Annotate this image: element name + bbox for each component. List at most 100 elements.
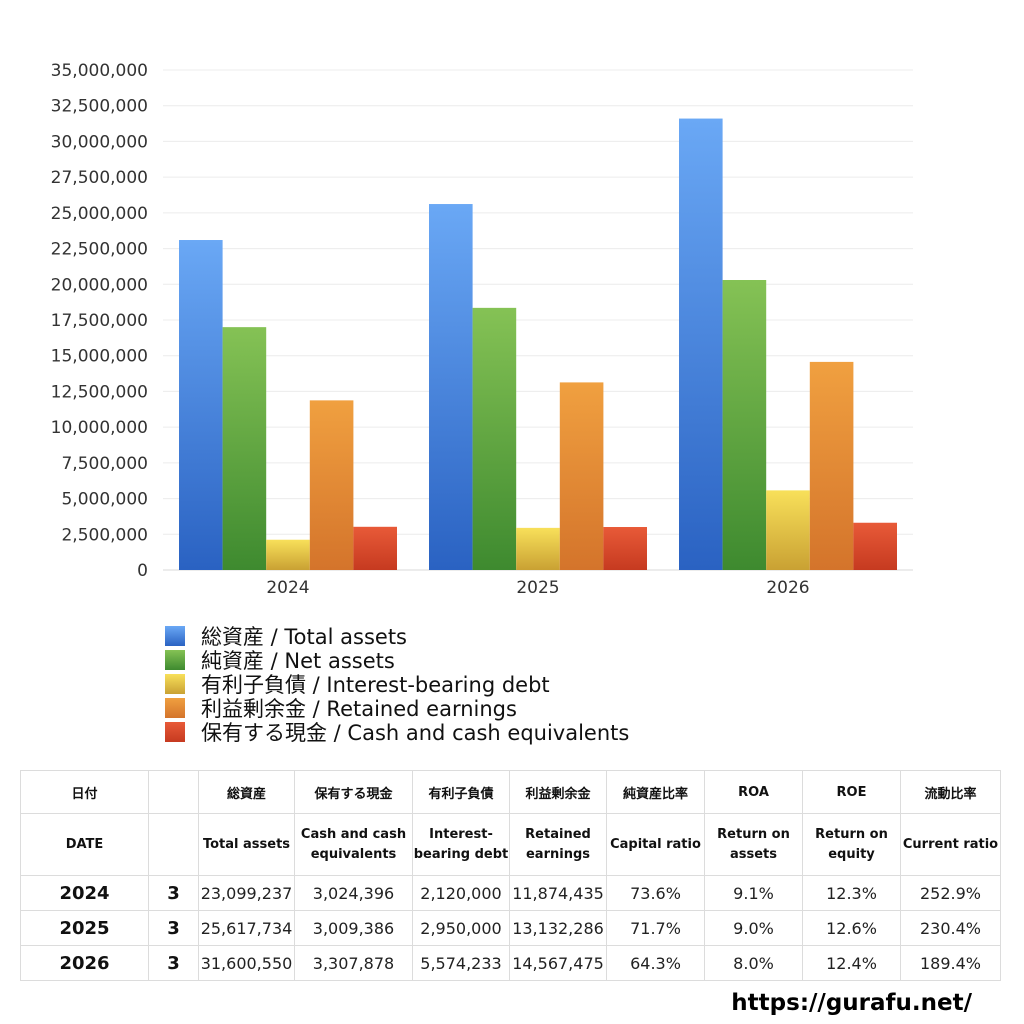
legend-item-cash: 保有する現金 / Cash and cash equivalents: [165, 720, 630, 745]
bar-2024-series-0: [179, 240, 223, 570]
y-tick-label: 17,500,000: [51, 311, 148, 331]
bar-2024-series-1: [222, 327, 267, 570]
cell-date: 2024: [20, 875, 149, 911]
y-tick-label: 20,000,000: [51, 275, 148, 295]
cell-current-ratio: 189.4%: [900, 945, 1001, 981]
chart-legend: 総資産 / Total assets 純資産 / Net assets 有利子負…: [165, 624, 630, 745]
cell-total-assets: 25,617,734: [198, 910, 295, 946]
x-category-label: 2024: [266, 578, 309, 598]
cell-current-ratio: 230.4%: [900, 910, 1001, 946]
x-category-label: 2026: [766, 578, 809, 598]
header-cash-en: Cash and cash equivalents: [294, 813, 413, 876]
cell-retained: 11,874,435: [509, 875, 607, 911]
y-axis-ticks: 0 2,500,000 5,000,000 7,500,000 10,000,000 12…: [51, 61, 148, 581]
y-tick-label: 0: [137, 561, 148, 581]
cell-cash: 3,024,396: [294, 875, 413, 911]
bar-2025-series-3: [559, 382, 604, 570]
bar-2025-series-0: [429, 204, 473, 571]
y-tick-label: 35,000,000: [51, 61, 148, 81]
legend-swatch: [165, 674, 185, 694]
bar-2025-series-4: [603, 527, 647, 570]
legend-label: 保有する現金 / Cash and cash equivalents: [201, 721, 630, 745]
header-total-assets-en: Total assets: [198, 813, 295, 876]
header-roa-en: Return on assets: [704, 813, 803, 876]
cell-roa: 8.0%: [704, 945, 803, 981]
y-tick-label: 32,500,000: [51, 97, 148, 117]
table-header-en: DATE Total assets Cash and cash equivale…: [20, 813, 1001, 876]
header-debt-en: Interest-bearing debt: [412, 813, 510, 876]
header-debt-jp: 有利子負債: [412, 770, 510, 814]
cell-month: 3: [148, 945, 199, 981]
header-retained-en: Retained earnings: [509, 813, 607, 876]
header-capital-ratio-en: Capital ratio: [606, 813, 705, 876]
cell-total-assets: 23,099,237: [198, 875, 295, 911]
cell-cash: 3,307,878: [294, 945, 413, 981]
bar-2026-series-2: [766, 490, 810, 570]
y-tick-label: 5,000,000: [61, 490, 148, 510]
legend-label: 有利子負債 / Interest-bearing debt: [201, 673, 550, 697]
cell-cash: 3,009,386: [294, 910, 413, 946]
table-header-jp: 日付 総資産 保有する現金 有利子負債 利益剰余金 純資産比率 ROA ROE …: [20, 770, 1001, 814]
legend-swatch: [165, 722, 185, 742]
cell-debt: 2,950,000: [412, 910, 510, 946]
cell-total-assets: 31,600,550: [198, 945, 295, 981]
cell-roa: 9.1%: [704, 875, 803, 911]
legend-item-total-assets: 総資産 / Total assets: [165, 624, 629, 649]
cell-retained: 14,567,475: [509, 945, 607, 981]
header-total-assets-jp: 総資産: [198, 770, 295, 814]
bar-2024-series-3: [309, 400, 354, 570]
cell-roe: 12.3%: [802, 875, 901, 911]
bar-2026-series-0: [679, 118, 723, 570]
cell-roa: 9.0%: [704, 910, 803, 946]
cell-capital-ratio: 73.6%: [606, 875, 705, 911]
y-tick-label: 22,500,000: [51, 240, 148, 260]
y-tick-label: 7,500,000: [61, 454, 148, 474]
cell-current-ratio: 252.9%: [900, 875, 1001, 911]
header-retained-jp: 利益剰余金: [509, 770, 607, 814]
x-axis-categories: 2024 2025 2026: [266, 578, 809, 598]
bar-2025-series-2: [516, 527, 560, 570]
x-category-label: 2025: [516, 578, 559, 598]
legend-item-net-assets: 純資産 / Net assets: [165, 648, 629, 673]
y-tick-label: 12,500,000: [51, 382, 148, 402]
cell-date: 2026: [20, 945, 149, 981]
cell-roe: 12.4%: [802, 945, 901, 981]
y-tick-label: 30,000,000: [51, 132, 148, 152]
header-date-jp: 日付: [20, 770, 149, 814]
header-current-ratio-jp: 流動比率: [900, 770, 1001, 814]
y-tick-label: 27,500,000: [51, 168, 148, 188]
bar-2026-series-3: [809, 361, 854, 570]
header-date-en: DATE: [20, 813, 149, 876]
table-row: 2025 3 25,617,734 3,009,386 2,950,000 13…: [20, 910, 1001, 946]
header-capital-ratio-jp: 純資産比率: [606, 770, 705, 814]
legend-item-retained-earnings: 利益剰余金 / Retained earnings: [165, 696, 629, 721]
header-month-en: [148, 813, 199, 876]
cell-month: 3: [148, 875, 199, 911]
header-roe-en: Return on equity: [802, 813, 901, 876]
y-tick-label: 15,000,000: [51, 347, 148, 367]
y-tick-label: 10,000,000: [51, 418, 148, 438]
financial-data-table: 日付 総資産 保有する現金 有利子負債 利益剰余金 純資産比率 ROA ROE …: [20, 770, 1001, 981]
grid-lines: [163, 69, 913, 571]
cell-roe: 12.6%: [802, 910, 901, 946]
legend-label: 利益剰余金 / Retained earnings: [201, 697, 517, 721]
site-url[interactable]: https://gurafu.net/: [731, 990, 972, 1016]
cell-month: 3: [148, 910, 199, 946]
header-roa-jp: ROA: [704, 770, 803, 814]
cell-date: 2025: [20, 910, 149, 946]
cell-debt: 5,574,233: [412, 945, 510, 981]
header-month-jp: [148, 770, 199, 814]
table-row: 2026 3 31,600,550 3,307,878 5,574,233 14…: [20, 945, 1001, 981]
y-tick-label: 2,500,000: [61, 525, 148, 545]
legend-swatch: [165, 626, 185, 646]
table-row: 2024 3 23,099,237 3,024,396 2,120,000 11…: [20, 875, 1001, 911]
legend-label: 純資産 / Net assets: [201, 649, 395, 673]
header-roe-jp: ROE: [802, 770, 901, 814]
bar-2024-series-4: [353, 526, 397, 570]
bars: [179, 118, 897, 571]
cell-capital-ratio: 71.7%: [606, 910, 705, 946]
bar-2026-series-1: [722, 280, 767, 570]
cell-debt: 2,120,000: [412, 875, 510, 911]
bar-2026-series-4: [853, 522, 897, 570]
cell-capital-ratio: 64.3%: [606, 945, 705, 981]
